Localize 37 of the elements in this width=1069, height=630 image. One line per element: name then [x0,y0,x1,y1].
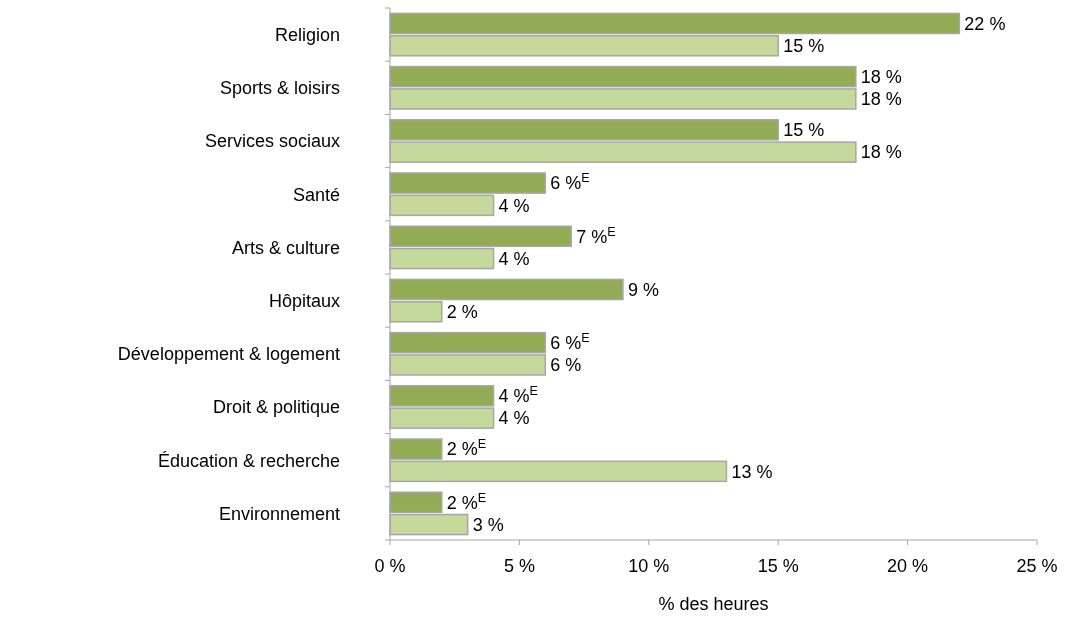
x-tick-label: 0 % [374,556,406,576]
data-label: 4 % [498,408,530,429]
data-label: 18 % [860,66,902,87]
data-label: 22 % [964,13,1006,34]
data-label: 13 % [731,461,773,482]
x-tick-label: 15 % [757,556,799,576]
data-label: 18 % [860,89,902,110]
y-tick-label: Éducation & recherche [157,450,340,471]
x-tick-label: 5 % [503,556,535,576]
y-tick-label: Services sociaux [204,131,340,152]
data-label: 6 %$^{E}$ [550,171,590,194]
data-label: 4 % [498,248,530,269]
data-label: 15 % [783,120,825,141]
y-tick-label: Développement & logement [117,344,340,365]
data-label: 9 % [627,279,659,300]
x-tick-label: 20 % [887,556,929,576]
data-label: 2 %$^{E}$ [446,437,487,460]
data-label: 15 % [783,36,825,57]
data-label: 6 %$^{E}$ [550,330,590,353]
y-tick-label: Arts & culture [231,237,340,258]
y-tick-label: Environnement [218,503,340,524]
x-tick-label: 25 % [1016,556,1058,576]
data-label: 3 % [472,514,504,535]
y-tick-label: Santé [292,184,340,205]
data-label: 6 % [550,355,582,376]
data-label: 2 %$^{E}$ [446,490,487,513]
data-label: 4 % [498,195,530,216]
y-tick-label: Hôpitaux [268,290,340,311]
data-label: 7 %$^{E}$ [576,224,616,247]
data-label: 18 % [860,142,902,163]
y-tick-label: Religion [274,24,340,45]
x-axis-title: % des heures [658,594,769,614]
data-label: 4 %$^{E}$ [498,384,538,407]
x-tick-label: 10 % [628,556,670,576]
y-tick-label: Sports & loisirs [219,78,340,99]
data-label: 2 % [446,302,478,323]
y-tick-label: Droit & politique [212,397,340,418]
